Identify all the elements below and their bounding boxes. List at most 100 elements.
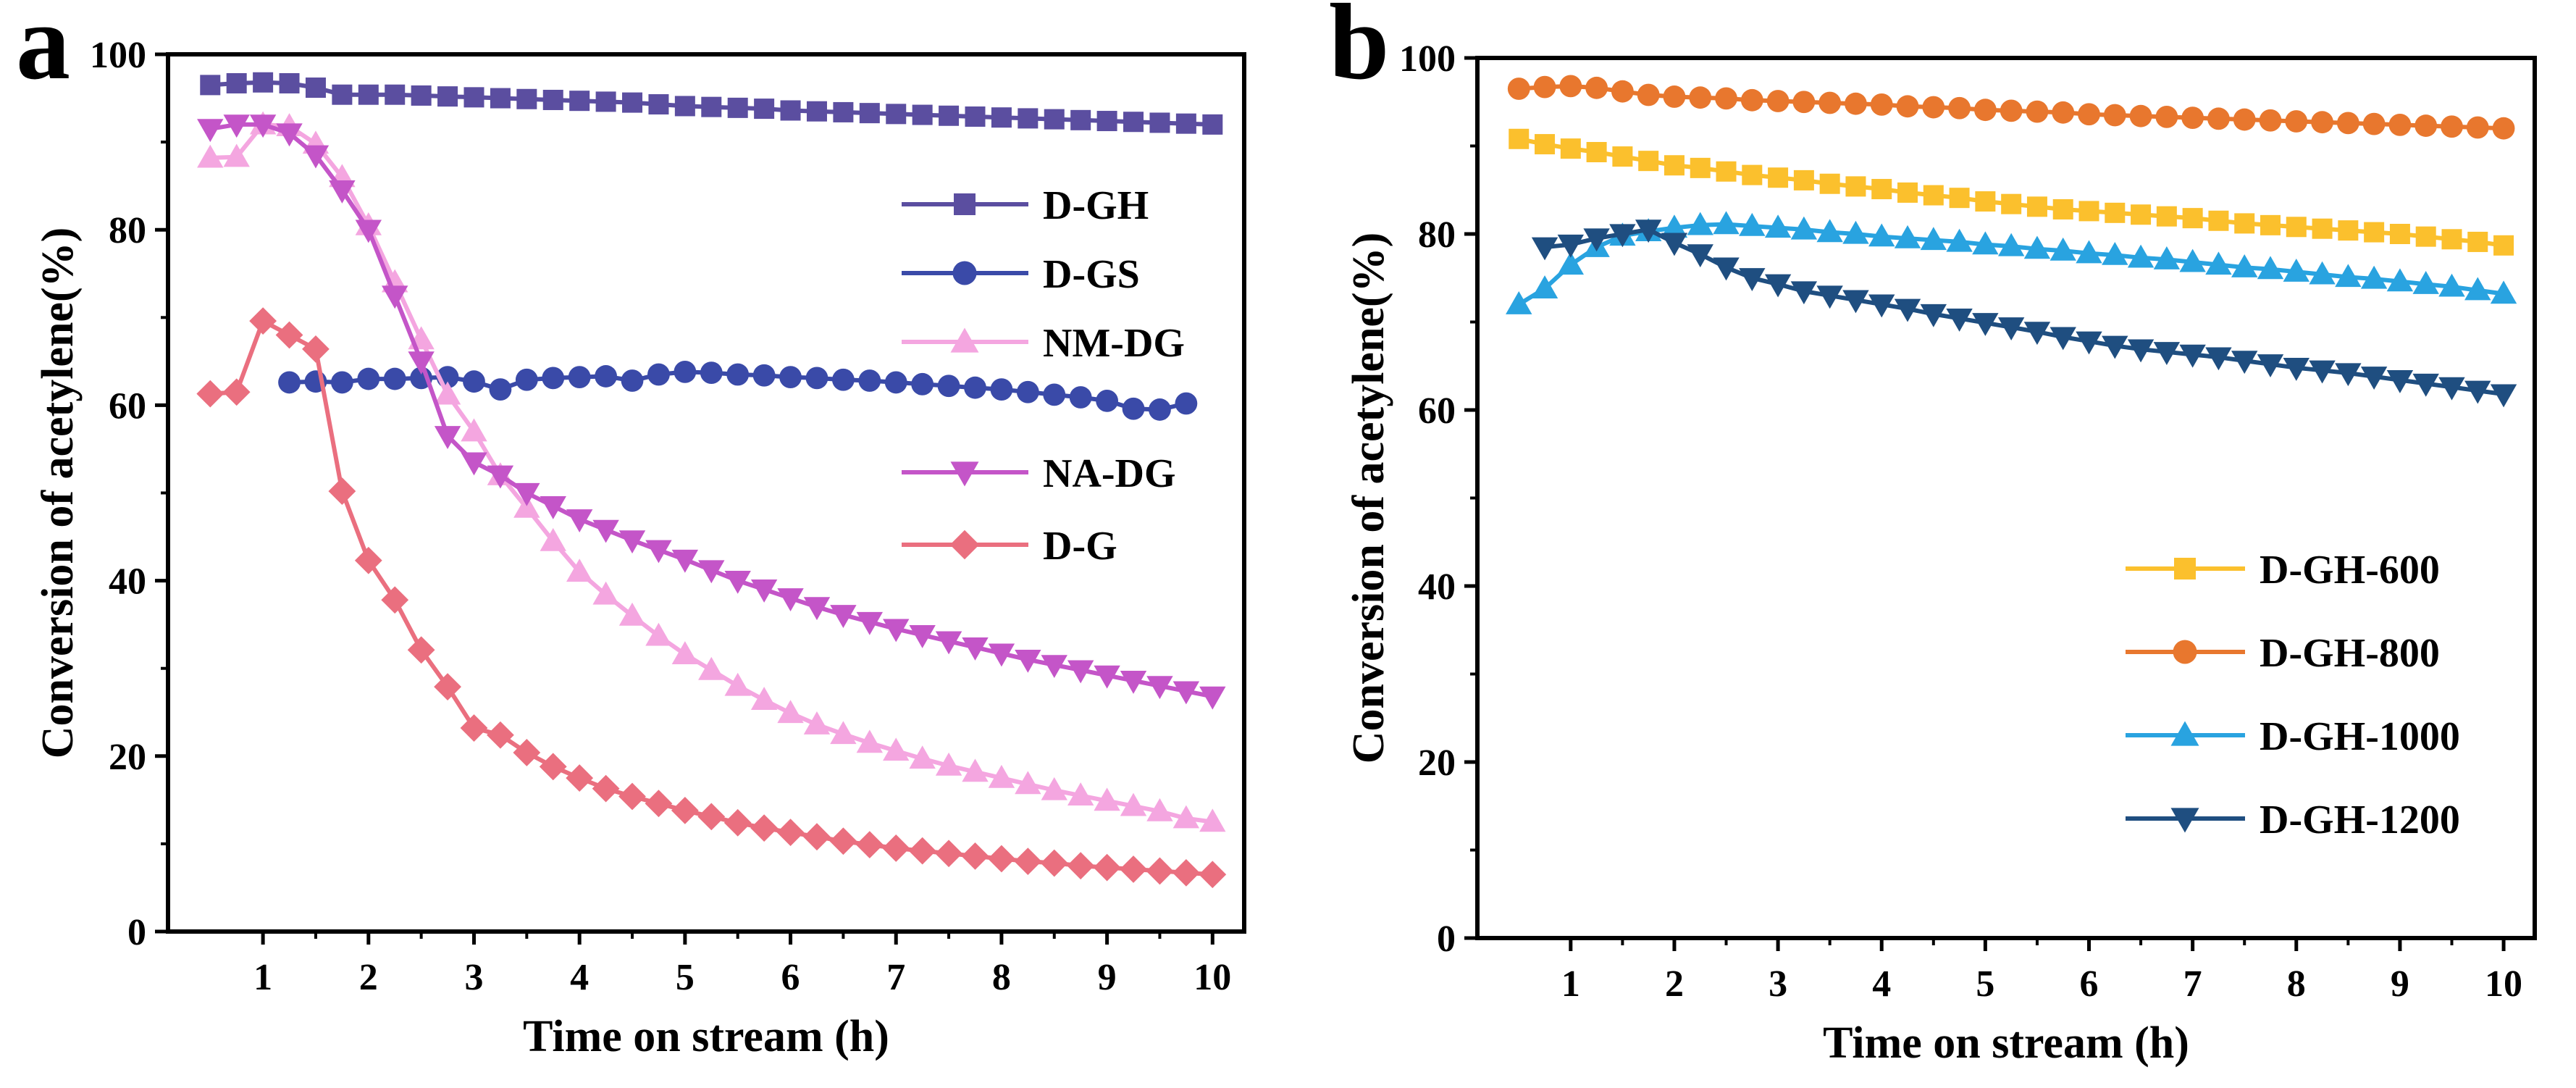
data-point <box>408 351 435 375</box>
x-axis-title: Time on stream (h) <box>523 1012 889 1061</box>
y-tick-label: 80 <box>1418 214 1456 256</box>
data-point <box>1557 251 1585 275</box>
data-point <box>1067 782 1094 805</box>
data-point <box>1819 173 1840 194</box>
data-point <box>411 85 432 106</box>
y-axis-title: Conversion of acetylene(%) <box>33 227 83 759</box>
data-point <box>1764 214 1792 238</box>
data-point <box>882 834 910 862</box>
data-point <box>1690 157 1711 178</box>
series-d-gh-1000 <box>1506 211 2517 314</box>
data-point <box>991 107 1012 128</box>
data-point <box>357 367 380 390</box>
data-point <box>2490 384 2517 408</box>
legend-marker <box>952 261 977 285</box>
data-point <box>595 365 617 388</box>
x-tick-label: 2 <box>359 957 378 998</box>
data-point <box>568 366 591 389</box>
data-point <box>1043 383 1066 406</box>
data-point <box>1713 257 1740 281</box>
data-point <box>2338 220 2359 241</box>
data-point <box>1871 179 1892 200</box>
data-point <box>463 87 484 108</box>
data-point <box>618 530 646 554</box>
data-point <box>2441 115 2463 138</box>
y-tick-label: 40 <box>1418 566 1456 608</box>
data-point <box>2415 114 2438 137</box>
data-point <box>2364 222 2385 243</box>
data-point <box>1792 91 1816 114</box>
data-point <box>1716 161 1737 182</box>
series-d-gh-1200 <box>1531 219 2517 408</box>
data-point <box>513 494 540 518</box>
x-tick-label: 3 <box>464 957 483 998</box>
data-point <box>2052 101 2075 124</box>
data-point <box>595 91 616 112</box>
data-point <box>1199 808 1226 832</box>
data-point <box>937 374 960 398</box>
data-point <box>1818 91 1842 114</box>
data-point <box>1560 138 1581 159</box>
x-tick-label: 2 <box>1665 963 1684 1005</box>
data-point <box>2102 335 2128 359</box>
data-point <box>1585 76 1608 99</box>
data-point <box>1946 308 1973 332</box>
data-point <box>542 89 563 110</box>
data-point <box>965 106 986 127</box>
data-point <box>2335 264 2362 288</box>
data-point <box>2493 235 2514 256</box>
legend-marker <box>2174 558 2196 579</box>
data-point <box>196 380 225 408</box>
data-point <box>1096 389 1119 412</box>
data-point <box>1559 75 1582 98</box>
legend-marker <box>2170 808 2199 833</box>
data-point <box>278 371 301 394</box>
legend-label: D-GS <box>1043 252 1140 297</box>
data-point <box>803 823 831 851</box>
data-point <box>516 88 537 109</box>
data-point <box>1146 798 1173 821</box>
data-point <box>1093 853 1121 882</box>
data-point <box>2233 108 2256 131</box>
data-point <box>305 78 326 99</box>
data-point <box>1069 386 1092 409</box>
data-point <box>223 143 250 167</box>
legend-label: D-G <box>1043 524 1117 569</box>
y-tick-label: 0 <box>1437 918 1456 960</box>
data-point <box>2389 224 2410 244</box>
legend-marker <box>949 530 980 560</box>
x-tick-label: 8 <box>992 957 1011 998</box>
data-point <box>700 361 723 384</box>
y-tick-label: 60 <box>1418 390 1456 432</box>
data-point <box>1044 109 1065 130</box>
data-point <box>803 711 831 735</box>
data-point <box>671 796 699 824</box>
data-point <box>592 581 619 605</box>
data-point <box>249 114 277 138</box>
data-point <box>2257 256 2284 280</box>
data-point <box>1531 275 1558 298</box>
data-point <box>487 721 514 749</box>
data-point <box>1997 317 2025 340</box>
data-point <box>1948 96 1971 120</box>
data-point <box>1949 188 1970 209</box>
data-point <box>1740 88 1763 112</box>
data-point <box>2023 322 2051 346</box>
data-point <box>226 72 247 93</box>
data-point <box>383 367 406 390</box>
data-point <box>1975 191 1996 212</box>
data-point <box>803 597 831 621</box>
data-point <box>2026 196 2047 217</box>
series-d-gh-600 <box>1509 128 2514 256</box>
data-point <box>1816 285 1843 309</box>
data-point <box>1018 108 1039 129</box>
data-point <box>489 378 512 401</box>
data-point <box>859 103 880 124</box>
data-point <box>332 84 353 105</box>
x-tick-label: 6 <box>2080 963 2099 1005</box>
data-point <box>1997 233 2025 256</box>
legend-label: D-GH <box>1043 183 1149 228</box>
legend-label: NM-DG <box>1043 321 1185 366</box>
y-tick-label: 0 <box>127 912 146 953</box>
data-point <box>911 372 934 396</box>
